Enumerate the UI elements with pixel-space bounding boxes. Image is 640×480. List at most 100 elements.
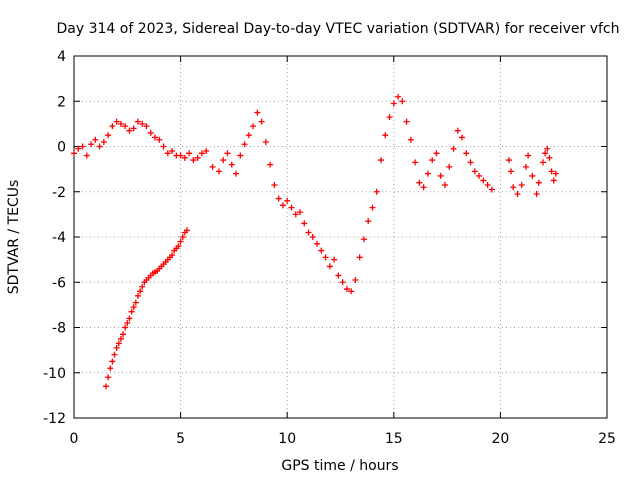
data-point bbox=[126, 315, 133, 322]
data-point bbox=[130, 125, 137, 132]
data-point bbox=[548, 168, 555, 175]
data-point bbox=[326, 263, 333, 270]
x-tick-label: 25 bbox=[598, 431, 616, 447]
data-point bbox=[117, 335, 124, 342]
data-point bbox=[429, 157, 436, 164]
x-tick-label: 5 bbox=[176, 431, 185, 447]
data-point bbox=[100, 138, 107, 145]
data-point bbox=[373, 188, 380, 195]
y-tick-label: 2 bbox=[57, 94, 66, 110]
data-point bbox=[275, 195, 282, 202]
data-point bbox=[467, 159, 474, 166]
chart-title: Day 314 of 2023, Sidereal Day-to-day VTE… bbox=[56, 21, 619, 37]
data-point bbox=[378, 157, 385, 164]
data-point bbox=[296, 209, 303, 216]
data-point bbox=[107, 365, 114, 372]
y-tick-label: -10 bbox=[43, 366, 66, 382]
data-point bbox=[113, 344, 120, 351]
data-point bbox=[203, 148, 210, 155]
data-point bbox=[134, 118, 141, 125]
data-points bbox=[71, 93, 559, 390]
data-point bbox=[250, 123, 257, 130]
y-axis-label: SDTVAR / TECUs bbox=[6, 180, 22, 295]
data-point bbox=[96, 143, 103, 150]
data-point bbox=[412, 159, 419, 166]
data-point bbox=[137, 288, 144, 295]
data-point bbox=[241, 141, 248, 148]
data-point bbox=[386, 114, 393, 121]
data-point bbox=[420, 184, 427, 191]
data-point bbox=[105, 374, 112, 381]
data-point bbox=[454, 127, 461, 134]
data-point bbox=[518, 181, 525, 188]
y-tick-label: -6 bbox=[52, 275, 66, 291]
data-point bbox=[139, 283, 146, 290]
data-point bbox=[348, 288, 355, 295]
data-point bbox=[209, 163, 216, 170]
data-point bbox=[288, 204, 295, 211]
data-point bbox=[360, 236, 367, 243]
data-point bbox=[508, 168, 515, 175]
data-point bbox=[122, 123, 129, 130]
data-point bbox=[169, 148, 176, 155]
data-point bbox=[546, 154, 553, 161]
data-point bbox=[450, 145, 457, 152]
data-point bbox=[343, 286, 350, 293]
y-tick-label: 0 bbox=[57, 140, 66, 156]
data-point bbox=[322, 254, 329, 261]
data-point bbox=[139, 120, 146, 127]
x-tick-label: 15 bbox=[385, 431, 403, 447]
data-point bbox=[105, 132, 112, 139]
data-point bbox=[480, 177, 487, 184]
data-point bbox=[111, 351, 118, 358]
data-point bbox=[352, 276, 359, 283]
data-point bbox=[164, 150, 171, 157]
data-point bbox=[220, 157, 227, 164]
data-point bbox=[403, 118, 410, 125]
plot-frame bbox=[73, 55, 608, 419]
data-point bbox=[175, 243, 182, 250]
data-point bbox=[71, 150, 77, 157]
data-point bbox=[156, 136, 163, 143]
data-point bbox=[446, 163, 453, 170]
data-point bbox=[83, 152, 90, 159]
data-point bbox=[279, 202, 286, 209]
y-tick-label: -12 bbox=[43, 411, 66, 427]
y-tick-label: -8 bbox=[52, 321, 66, 337]
data-point bbox=[369, 204, 376, 211]
data-point bbox=[395, 93, 402, 100]
data-point bbox=[79, 143, 86, 150]
data-point bbox=[356, 254, 363, 261]
data-point bbox=[459, 134, 466, 141]
data-point bbox=[177, 152, 184, 159]
data-point bbox=[488, 186, 495, 193]
data-point bbox=[237, 152, 244, 159]
data-point bbox=[254, 109, 261, 116]
data-point bbox=[228, 161, 235, 168]
data-point bbox=[318, 247, 325, 254]
data-point bbox=[186, 150, 193, 157]
data-point bbox=[271, 181, 278, 188]
y-tick-label: -2 bbox=[52, 185, 66, 201]
data-point bbox=[190, 157, 197, 164]
data-point bbox=[183, 227, 190, 234]
data-point bbox=[88, 141, 95, 148]
data-point bbox=[92, 136, 99, 143]
data-point bbox=[115, 340, 122, 347]
data-point bbox=[160, 143, 167, 150]
data-point bbox=[147, 129, 154, 136]
data-point bbox=[544, 145, 551, 152]
data-point bbox=[437, 172, 444, 179]
data-point bbox=[75, 145, 82, 152]
data-point bbox=[177, 238, 184, 245]
data-point bbox=[126, 127, 133, 134]
data-point bbox=[109, 123, 116, 130]
data-point bbox=[258, 118, 265, 125]
axis-ticks: 0 5 10 15 20 25 -12 -10 -8 -6 -4 -2 0 2 4 bbox=[43, 49, 616, 447]
data-point bbox=[113, 118, 120, 125]
x-tick-label: 10 bbox=[278, 431, 296, 447]
y-tick-label: -4 bbox=[52, 230, 66, 246]
data-point bbox=[301, 220, 308, 227]
data-point bbox=[505, 157, 512, 164]
